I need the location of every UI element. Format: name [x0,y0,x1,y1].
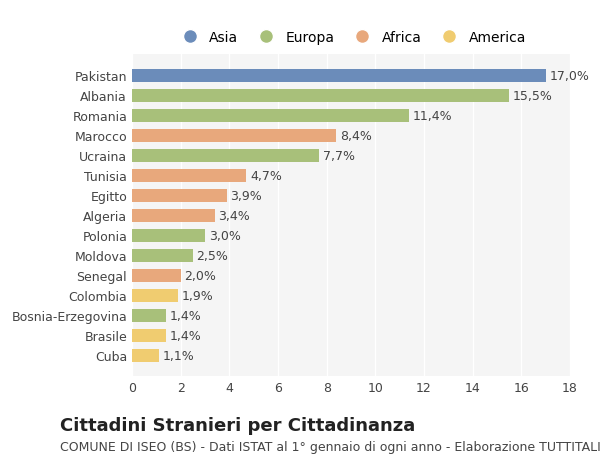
Bar [132,289,178,302]
Bar [132,329,166,342]
Text: 11,4%: 11,4% [413,110,452,123]
Text: 17,0%: 17,0% [550,70,589,83]
Bar [132,309,166,322]
Bar [132,349,159,362]
Legend: Asia, Europa, Africa, America: Asia, Europa, Africa, America [172,27,530,49]
Bar [132,70,545,83]
Bar [132,150,319,162]
Text: 3,0%: 3,0% [209,229,241,242]
Bar [132,229,205,242]
Text: 7,7%: 7,7% [323,150,355,162]
Bar [132,90,509,102]
Text: 3,9%: 3,9% [230,189,262,202]
Bar [132,249,193,262]
Text: 2,0%: 2,0% [184,269,216,282]
Bar [132,110,409,123]
Bar [132,209,215,222]
Bar [132,129,337,142]
Text: 1,1%: 1,1% [163,349,194,362]
Text: 8,4%: 8,4% [340,129,372,142]
Text: 1,4%: 1,4% [170,329,202,342]
Text: 15,5%: 15,5% [513,90,553,103]
Text: 1,4%: 1,4% [170,309,202,322]
Bar [132,269,181,282]
Text: 3,4%: 3,4% [218,209,250,222]
Text: 4,7%: 4,7% [250,169,282,182]
Text: COMUNE DI ISEO (BS) - Dati ISTAT al 1° gennaio di ogni anno - Elaborazione TUTTI: COMUNE DI ISEO (BS) - Dati ISTAT al 1° g… [60,441,600,453]
Text: 1,9%: 1,9% [182,289,214,302]
Text: 2,5%: 2,5% [196,249,229,262]
Text: Cittadini Stranieri per Cittadinanza: Cittadini Stranieri per Cittadinanza [60,416,415,434]
Bar [132,169,247,182]
Bar [132,189,227,202]
